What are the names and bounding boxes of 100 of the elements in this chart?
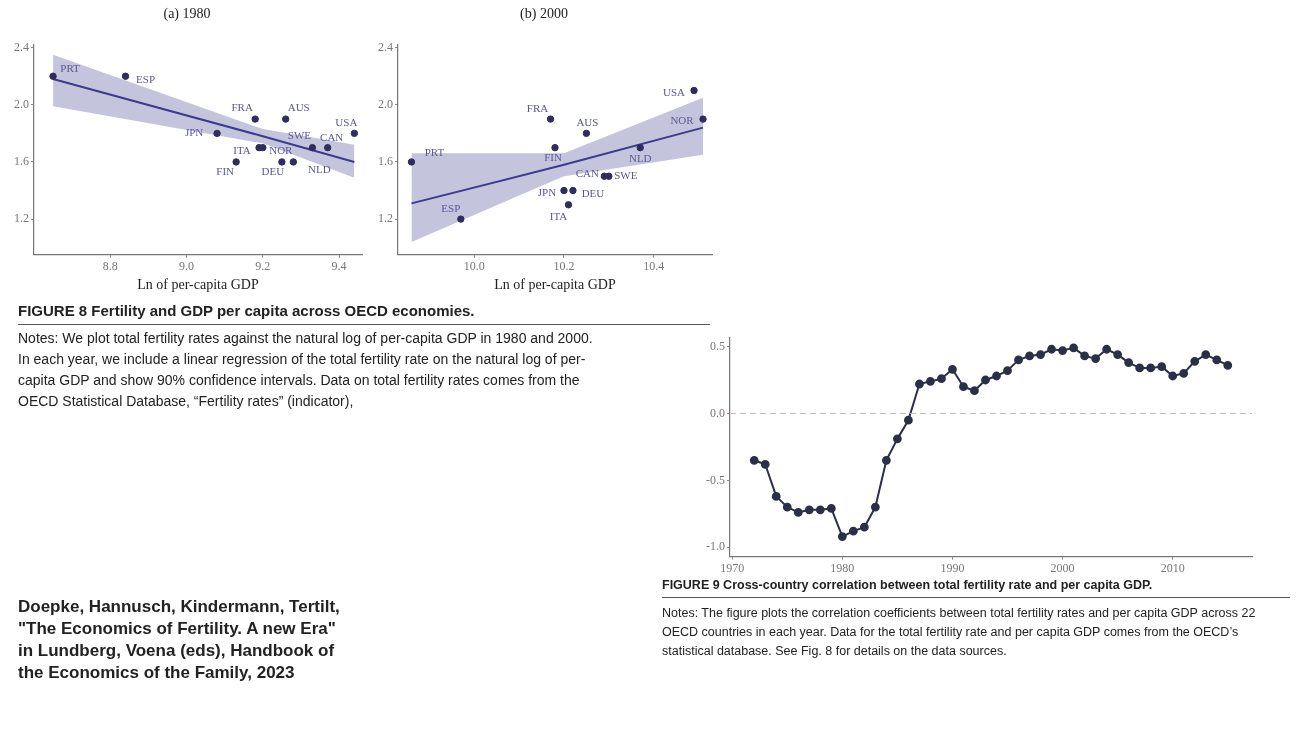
annotation: FIN: [544, 150, 562, 163]
point: [937, 374, 946, 384]
point: [259, 143, 267, 152]
annotation: NLD: [308, 162, 331, 175]
y-tick-label: 2.4: [378, 39, 393, 54]
annotation: ESP: [441, 201, 461, 214]
point: [213, 129, 221, 138]
point: [782, 502, 792, 512]
point: [848, 526, 858, 536]
point: [1135, 363, 1145, 373]
point: [760, 459, 770, 469]
point: [699, 115, 707, 123]
point: [457, 215, 465, 223]
point: [278, 158, 286, 166]
chart-title: (b) 2000: [520, 6, 568, 23]
point: [251, 115, 259, 123]
y-tick-label: 2.0: [14, 96, 29, 111]
point: [1102, 344, 1112, 354]
point: [49, 72, 57, 80]
annotation: USA: [663, 86, 686, 99]
point: [350, 129, 359, 138]
chart-title: (a) 1980: [163, 6, 211, 23]
point: [569, 186, 577, 195]
point: [282, 115, 290, 123]
y-tick-label: 2.4: [14, 39, 29, 54]
annotation: FIN: [216, 164, 235, 177]
annotation: JPN: [184, 126, 204, 139]
point: [815, 505, 825, 515]
annotation: ITA: [233, 143, 251, 156]
point: [892, 434, 902, 444]
point: [308, 143, 317, 152]
point: [1179, 368, 1189, 378]
point: [1047, 344, 1056, 354]
annotation: ITA: [549, 209, 568, 222]
point: [793, 508, 803, 517]
x-tick-label: 8.8: [102, 259, 118, 274]
x-axis-title: Ln of per-capita GDP: [137, 277, 259, 293]
point: [690, 86, 698, 95]
point: [859, 522, 869, 532]
annotation: NOR: [670, 113, 695, 126]
x-tick-label: 2000: [1050, 560, 1075, 575]
caption: FIGURE 9 Cross-country correlation between total fertility rate and per capita GDP.: [662, 578, 1290, 598]
point: [970, 386, 979, 396]
annotation: PRT: [424, 145, 445, 158]
point: [636, 143, 644, 152]
point: [959, 382, 968, 392]
caption: FIGURE 8 Fertility and GDP per capita across OECD economies.: [18, 302, 710, 325]
point: [981, 375, 990, 385]
point: [1014, 355, 1023, 365]
point: [1201, 350, 1211, 359]
x-tick-label: 9.2: [255, 259, 271, 274]
annotation: JPN: [537, 186, 557, 199]
x-tick-label: 2010: [1160, 560, 1185, 575]
y-tick-label: 0.0: [710, 405, 725, 420]
annotation: PRT: [60, 62, 81, 75]
x-tick-label: 1990: [940, 560, 965, 575]
point: [749, 455, 759, 465]
point: [771, 492, 781, 501]
point: [605, 172, 613, 180]
y-tick-label: -1.0: [706, 539, 725, 554]
point: [1025, 351, 1034, 361]
point: [992, 371, 1001, 381]
point: [121, 72, 130, 80]
point: [1036, 350, 1045, 359]
x-tick-label: 1980: [830, 560, 855, 575]
text: Notes: The figure plots the correlation coefficients between total fertility rates and per capita GDP across 22 OECD countries in each year. Data for the total fertility rate and per capita GDP comes from the OECD’s statistical database. See Fig. 8 for details on the data sources.: [662, 605, 1257, 660]
point: [323, 143, 332, 152]
annotation: AUS: [287, 100, 310, 113]
annotation: SWE: [614, 169, 638, 182]
annotation: DEU: [581, 187, 605, 200]
y-tick-label: 1.6: [14, 154, 29, 169]
point: [837, 532, 847, 541]
text: Notes: We plot total fertility rates against the natural log of per-capita GDP in 1980 and 2000. In each year, we include a linear regression of the total fertility rate on the natural log of per-capita GDP and show 90% confidence intervals. Data on total fertility rates comes from the OECD Statistical Database, “Fertility rates” (indicator),: [18, 329, 594, 411]
y-tick-label: 2.0: [378, 96, 393, 111]
x-tick-label: 10.4: [643, 259, 665, 274]
annotation: DEU: [261, 164, 285, 177]
x-tick-label: 9.0: [179, 259, 195, 274]
point: [551, 143, 559, 152]
text: Doepke, Hannusch, Kindermann, Tertilt, "The Economics of Fertility. A new Era" in Lundberg, Voena (eds), Handbook of the Economics of the Family, 2023: [18, 596, 341, 684]
point: [1003, 366, 1012, 376]
x-tick-label: 10.0: [463, 259, 485, 274]
point: [1124, 358, 1134, 368]
point: [1058, 346, 1067, 355]
y-tick-label: 1.6: [378, 154, 393, 169]
annotation: USA: [335, 116, 358, 129]
point: [560, 186, 568, 195]
annotation: FRA: [526, 101, 549, 114]
y-tick-label: 0.5: [710, 338, 725, 353]
point: [1190, 356, 1200, 366]
point: [926, 376, 935, 386]
annotation: AUS: [576, 116, 599, 129]
x-tick-label: 1970: [720, 560, 745, 575]
point: [1223, 360, 1233, 370]
point: [826, 504, 836, 513]
point: [1168, 371, 1178, 381]
x-tick-label: 10.2: [553, 259, 575, 274]
y-tick-label: 1.2: [378, 211, 393, 226]
point: [582, 129, 591, 138]
annotation: FRA: [231, 100, 253, 113]
point: [1080, 351, 1090, 361]
